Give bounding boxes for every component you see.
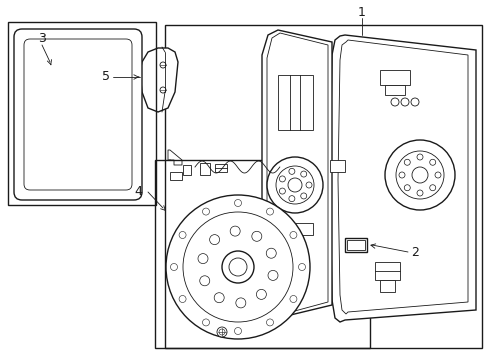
Circle shape: [429, 185, 435, 191]
Bar: [215, 164, 226, 172]
Circle shape: [289, 296, 296, 302]
Bar: [8, 22, 156, 205]
Circle shape: [266, 319, 273, 326]
Bar: [379, 70, 409, 85]
Circle shape: [230, 226, 240, 236]
Circle shape: [235, 298, 245, 308]
Bar: [345, 238, 366, 252]
Bar: [374, 262, 399, 280]
Bar: [164, 25, 481, 348]
Bar: [379, 280, 394, 292]
Circle shape: [289, 231, 296, 238]
Circle shape: [199, 276, 209, 286]
FancyBboxPatch shape: [24, 39, 132, 190]
Circle shape: [434, 172, 440, 178]
Bar: [329, 160, 345, 172]
Circle shape: [228, 258, 246, 276]
Circle shape: [267, 270, 278, 280]
Circle shape: [160, 62, 165, 68]
Circle shape: [202, 319, 209, 326]
Text: 3: 3: [38, 31, 46, 45]
Circle shape: [266, 157, 323, 213]
Text: 5: 5: [102, 71, 110, 84]
Bar: [155, 160, 369, 348]
Circle shape: [288, 195, 294, 202]
Circle shape: [395, 151, 443, 199]
Circle shape: [183, 212, 292, 322]
Circle shape: [398, 172, 404, 178]
Circle shape: [279, 176, 285, 182]
Bar: [183, 165, 191, 175]
Bar: [278, 75, 312, 130]
FancyBboxPatch shape: [14, 29, 142, 200]
Bar: [170, 172, 182, 180]
Circle shape: [214, 293, 224, 303]
Circle shape: [198, 253, 207, 264]
Polygon shape: [262, 30, 331, 318]
Circle shape: [202, 208, 209, 215]
Bar: [276, 223, 294, 235]
Circle shape: [390, 98, 398, 106]
Circle shape: [279, 188, 285, 194]
Circle shape: [234, 199, 241, 207]
Circle shape: [410, 98, 418, 106]
Bar: [384, 85, 404, 95]
Circle shape: [300, 171, 306, 177]
Circle shape: [219, 329, 224, 335]
Circle shape: [287, 178, 302, 192]
Circle shape: [170, 264, 177, 270]
Polygon shape: [329, 35, 475, 322]
Polygon shape: [337, 40, 467, 314]
Circle shape: [222, 251, 253, 283]
Circle shape: [384, 140, 454, 210]
Circle shape: [179, 296, 186, 302]
Circle shape: [404, 159, 409, 165]
Circle shape: [305, 182, 311, 188]
Polygon shape: [140, 48, 178, 112]
Circle shape: [179, 231, 186, 238]
Circle shape: [265, 248, 276, 258]
Circle shape: [416, 190, 422, 196]
Circle shape: [251, 231, 261, 241]
Bar: [200, 163, 209, 175]
Circle shape: [234, 328, 241, 334]
Polygon shape: [266, 33, 327, 315]
Bar: [346, 240, 364, 250]
Circle shape: [404, 185, 409, 191]
Circle shape: [165, 195, 309, 339]
Circle shape: [266, 208, 273, 215]
Bar: [294, 223, 312, 235]
Text: 1: 1: [357, 5, 365, 18]
Circle shape: [400, 98, 408, 106]
Circle shape: [160, 87, 165, 93]
Circle shape: [217, 327, 226, 337]
Circle shape: [275, 166, 313, 204]
Circle shape: [256, 289, 266, 300]
Circle shape: [429, 159, 435, 165]
Circle shape: [298, 264, 305, 270]
Circle shape: [288, 168, 294, 174]
Circle shape: [411, 167, 427, 183]
Text: 2: 2: [410, 246, 418, 258]
Circle shape: [209, 235, 219, 245]
Circle shape: [300, 193, 306, 199]
Text: 4: 4: [134, 185, 142, 198]
Circle shape: [416, 154, 422, 160]
